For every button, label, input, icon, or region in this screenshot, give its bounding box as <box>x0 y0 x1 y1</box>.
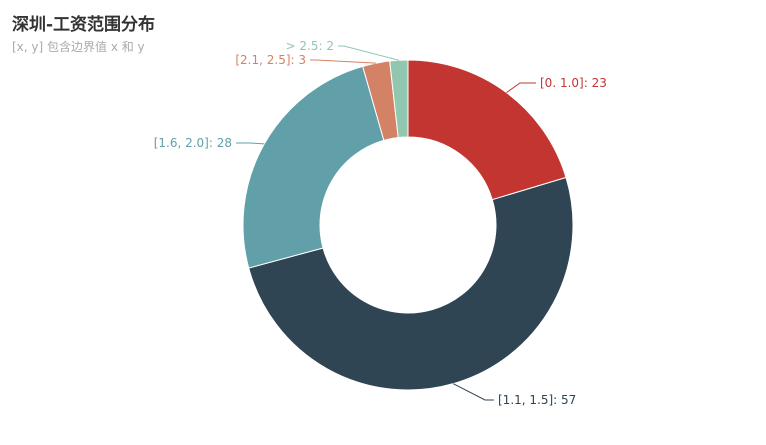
label-line <box>506 82 536 94</box>
chart-title: 深圳-工资范围分布 <box>12 15 156 35</box>
slice-label: > 2.5: 2 <box>286 39 334 53</box>
slice-label: [0. 1.0]: 23 <box>540 76 607 90</box>
label-line <box>453 383 494 401</box>
slice-label: [1.6, 2.0]: 28 <box>154 136 232 150</box>
pie-slice[interactable] <box>407 59 567 201</box>
pie-slice[interactable] <box>248 176 574 391</box>
label-line <box>310 59 377 64</box>
label-line <box>236 142 265 145</box>
slice-label: [2.1, 2.5]: 3 <box>235 53 306 67</box>
label-line <box>338 45 399 61</box>
chart-subtitle: [x, y] 包含边界值 x 和 y <box>12 40 145 54</box>
pie-slice[interactable] <box>242 65 385 269</box>
slice-label: [1.1, 1.5]: 57 <box>498 393 576 407</box>
pie-slice[interactable] <box>389 59 409 139</box>
